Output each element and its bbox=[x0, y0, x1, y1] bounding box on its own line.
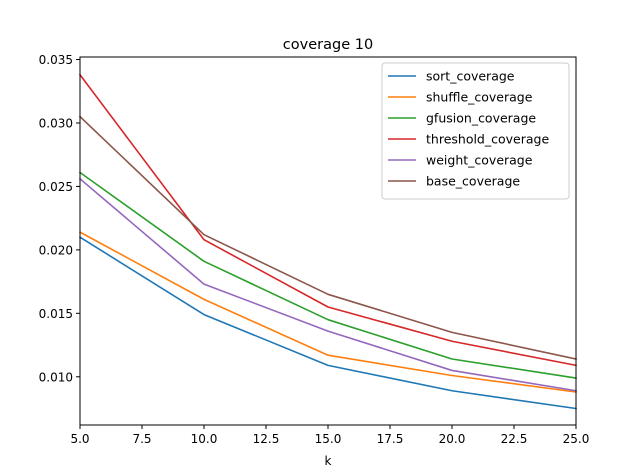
x-tick-label: 12.5 bbox=[253, 432, 280, 446]
plot-lines bbox=[78, 73, 577, 410]
series-line-sort-coverage bbox=[78, 236, 577, 410]
y-axis: 0.010 0.015 0.020 0.025 0.030 0.035 bbox=[39, 53, 80, 384]
y-tick-label: 0.015 bbox=[39, 307, 73, 321]
series-line-threshold-coverage bbox=[78, 73, 577, 367]
y-tick-label: 0.035 bbox=[39, 53, 73, 67]
legend-label-base-coverage: base_coverage bbox=[426, 174, 520, 189]
y-tick-label: 0.020 bbox=[39, 243, 73, 257]
legend-label-shuffle-coverage: shuffle_coverage bbox=[426, 90, 533, 105]
x-axis-title: k bbox=[325, 454, 332, 468]
legend-label-threshold-coverage: threshold_coverage bbox=[426, 132, 549, 147]
chart-title: coverage 10 bbox=[283, 37, 373, 53]
x-tick-label: 17.5 bbox=[377, 432, 404, 446]
series-line-weight-coverage bbox=[78, 177, 577, 392]
legend-label-gfusion-coverage: gfusion_coverage bbox=[426, 111, 536, 126]
series-line-gfusion-coverage bbox=[78, 171, 577, 379]
series-line-shuffle-coverage bbox=[78, 231, 577, 393]
x-tick-label: 5.0 bbox=[70, 432, 89, 446]
legend-box bbox=[381, 62, 570, 200]
x-tick-label: 10.0 bbox=[191, 432, 218, 446]
y-tick-label: 0.030 bbox=[39, 116, 73, 130]
x-tick-label: 20.0 bbox=[439, 432, 466, 446]
x-tick-label: 7.5 bbox=[132, 432, 151, 446]
legend-label-weight-coverage: weight_coverage bbox=[426, 153, 533, 168]
series-line-base-coverage bbox=[78, 115, 577, 360]
y-tick-label: 0.025 bbox=[39, 180, 73, 194]
x-axis: 5.0 7.5 10.0 12.5 15.0 17.5 20.0 22.5 25.0 bbox=[70, 425, 589, 446]
legend-label-sort-coverage: sort_coverage bbox=[426, 69, 515, 84]
x-tick-label: 25.0 bbox=[563, 432, 590, 446]
x-tick-label: 15.0 bbox=[315, 432, 342, 446]
y-tick-label: 0.010 bbox=[39, 370, 73, 384]
x-tick-label: 22.5 bbox=[501, 432, 528, 446]
legend: sort_coverage shuffle_coverage gfusion_cov… bbox=[381, 62, 570, 200]
